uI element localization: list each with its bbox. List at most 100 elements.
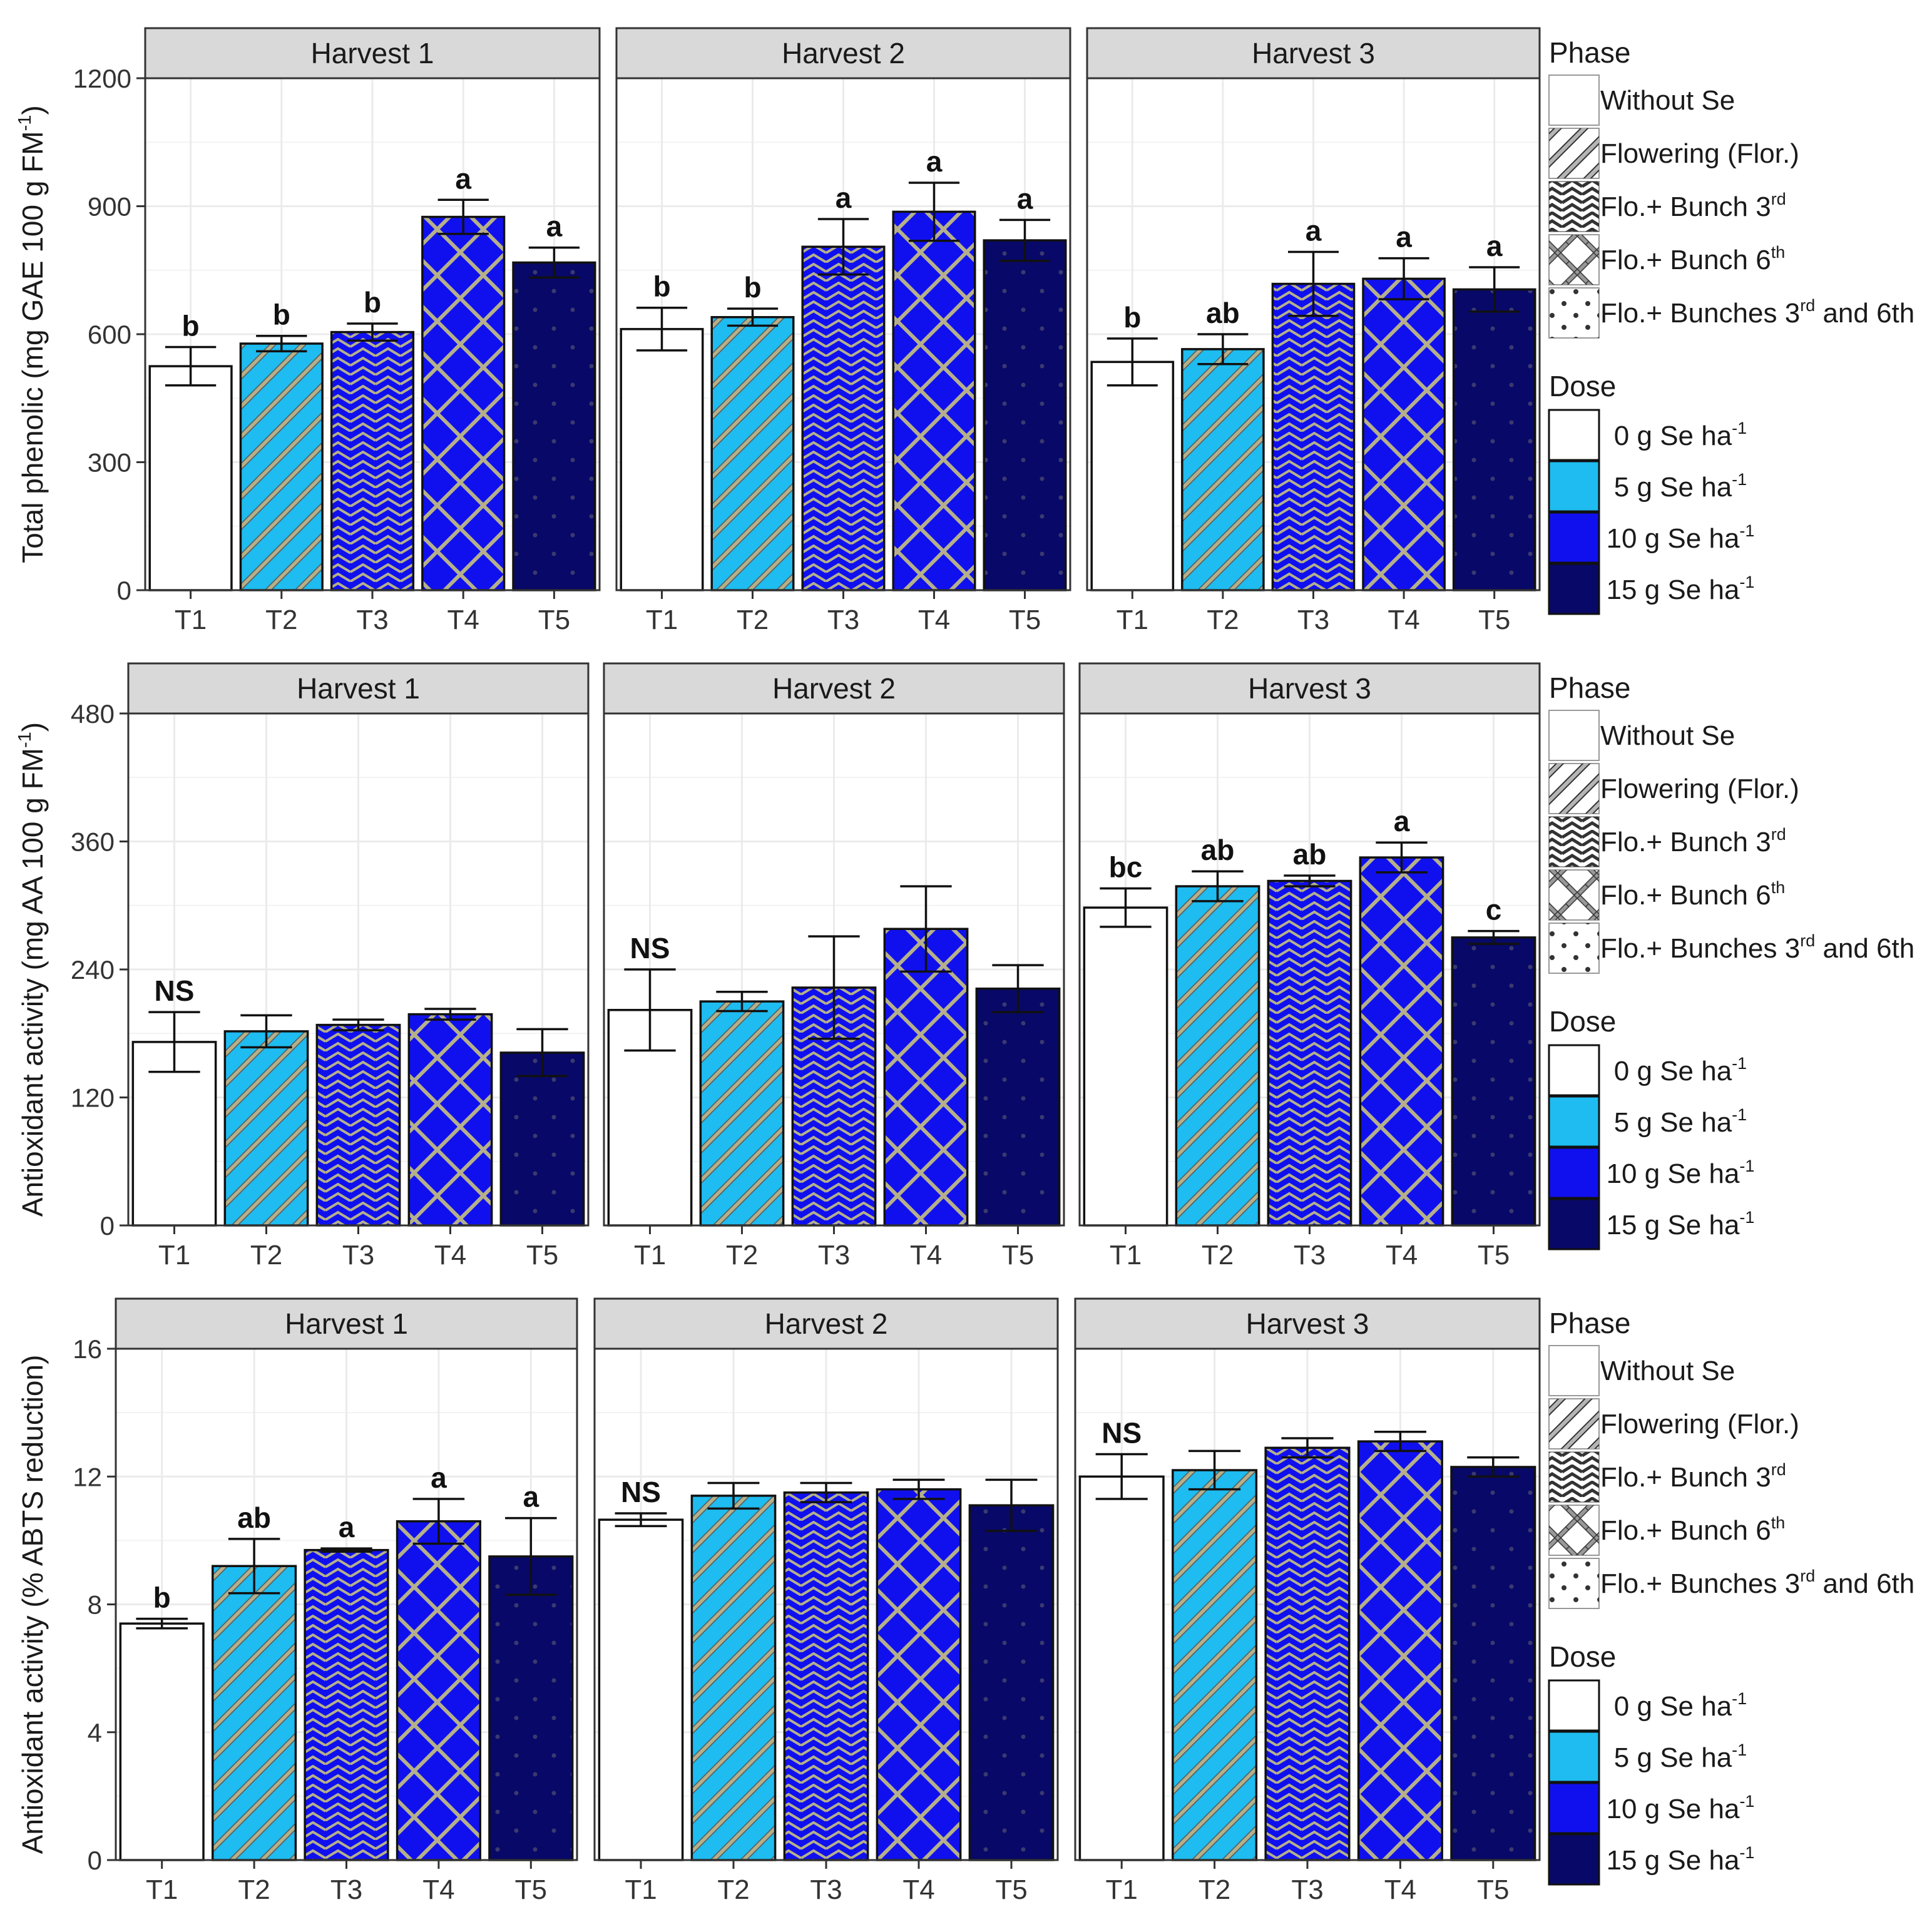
significance-label: b	[273, 299, 290, 331]
blank-swatch-icon	[1548, 74, 1600, 126]
crosshatch-swatch-icon-pattern	[1549, 235, 1599, 285]
x-tick-label: T1	[646, 605, 678, 635]
legend-dose-item-text: 15 g Se ha	[1607, 575, 1740, 605]
x-tick-label: T3	[1291, 1874, 1323, 1905]
bar-pattern	[317, 1025, 400, 1225]
dots-swatch-icon-pattern	[1549, 1558, 1599, 1608]
legend-dose-item-text: 10 g Se ha	[1607, 523, 1740, 554]
x-tick-label: T2	[717, 1874, 749, 1905]
x-tick-label: T1	[1110, 1240, 1142, 1270]
panel-border	[1078, 712, 1541, 1227]
legend-phase-item: Flo.+ Bunch 3rd	[1600, 825, 1786, 857]
legend-phase-item: Flo.+ Bunches 3rd and 6th	[1600, 296, 1914, 329]
significance-label: a	[523, 1481, 539, 1513]
legend-dose-item-superscript: -1	[1732, 1689, 1747, 1708]
legend-dose-item-text: 5 g Se ha	[1614, 472, 1732, 503]
y-axis-label-text: Antioxidant activity (mg AA 100 g FM	[16, 748, 49, 1217]
x-tick-label: T3	[827, 605, 859, 635]
panel-border	[144, 77, 601, 591]
dose-swatch-icon	[1548, 1147, 1600, 1199]
dose-swatch-icon	[1548, 563, 1600, 615]
significance-label: a	[546, 210, 563, 243]
bar-pattern	[331, 332, 414, 590]
x-tick-label: T2	[726, 1240, 758, 1270]
legend-dose-item-superscript: -1	[1732, 419, 1747, 437]
x-tick-label: T2	[1199, 1874, 1230, 1905]
bar-t1	[150, 366, 232, 590]
bar-pattern	[422, 217, 504, 591]
x-tick-label: T1	[1117, 605, 1148, 635]
legend-phase-item-text: Flo.+ Bunch 3	[1600, 1462, 1771, 1493]
legend-dose-item: 0 g Se ha-1	[1614, 1689, 1747, 1722]
legend-2: Phase Without Se Flowering (Flor.) Flo.+ Bu…	[1548, 672, 1914, 1250]
legend-phase-item: Without Se	[1600, 85, 1735, 116]
bar-pattern	[712, 317, 794, 590]
legend-phase-title: Phase	[1549, 672, 1630, 704]
x-tick-label: T2	[1207, 605, 1239, 635]
bar-pattern	[240, 343, 323, 590]
x-tick-label: T1	[146, 1874, 178, 1905]
bar-pattern	[397, 1521, 481, 1860]
legend-phase-item-text: Flo.+ Bunch 6	[1600, 1515, 1771, 1546]
legend-dose-item-text: 5 g Se ha	[1614, 1107, 1732, 1138]
significance-label: b	[364, 286, 381, 319]
bar-t1	[1091, 362, 1173, 590]
significance-label: a	[836, 181, 852, 214]
legend-phase-item: Flo.+ Bunch 3rd	[1600, 1460, 1786, 1493]
legend-dose-item: 15 g Se ha-1	[1607, 1208, 1755, 1240]
x-tick-label: T5	[1478, 605, 1510, 635]
legend-dose-item-text: 0 g Se ha	[1614, 421, 1732, 451]
bar-pattern	[305, 1550, 388, 1860]
dose-swatch-icon	[1548, 1044, 1600, 1097]
significance-label: NS	[621, 1476, 661, 1508]
legend-dose-item-superscript: -1	[1739, 573, 1754, 591]
significance-label: c	[1486, 894, 1502, 926]
legend-dose-item-text: 15 g Se ha	[1607, 1210, 1740, 1240]
legend-phase-item-text: Flo.+ Bunches 3	[1600, 1568, 1800, 1599]
dose-swatch-icon	[1548, 1833, 1600, 1886]
x-tick-label: T4	[447, 605, 479, 635]
x-tick-label: T1	[158, 1240, 190, 1270]
significance-label: ab	[237, 1501, 271, 1534]
legend-phase-item-text: Flo.+ Bunches 3	[1600, 298, 1800, 329]
significance-label: a	[1306, 214, 1322, 247]
legend-dose-item-superscript: -1	[1732, 1105, 1747, 1124]
panel-strip	[593, 1297, 1059, 1350]
x-tick-label: T3	[818, 1240, 850, 1270]
x-tick-label: T4	[1388, 605, 1419, 635]
panel-strip	[1078, 662, 1541, 715]
panel-1-1: Harvest 1 b T1 b T2 b T3 a T4 a T5	[144, 27, 601, 635]
x-tick-label: T1	[634, 1240, 666, 1270]
bar-pattern	[1172, 1470, 1257, 1860]
dose-swatch-icon	[1548, 1731, 1600, 1783]
blank-swatch-icon	[1548, 710, 1600, 761]
significance-label: ab	[1293, 838, 1327, 871]
legend-phase-title: Phase	[1549, 1307, 1630, 1339]
bar-pattern	[984, 240, 1066, 590]
panel-title: Harvest 1	[297, 672, 420, 705]
significance-label: NS	[1101, 1417, 1142, 1449]
zigzag-swatch-icon-pattern	[1549, 181, 1599, 232]
bar-pattern	[1363, 279, 1445, 590]
bar-pattern	[784, 1492, 868, 1860]
legend-phase-item-text: Flowering (Flor.)	[1600, 138, 1799, 169]
legend-phase-item: Without Se	[1600, 1356, 1735, 1386]
panel-border	[1074, 1347, 1541, 1861]
significance-label: a	[1396, 221, 1412, 253]
bar-pattern	[501, 1052, 584, 1225]
y-tick-label: 0	[117, 576, 131, 605]
significance-label: b	[153, 1581, 171, 1613]
legend-dose-item-text: 10 g Se ha	[1607, 1158, 1740, 1189]
bar-pattern	[1265, 1448, 1349, 1860]
bar-t1	[621, 329, 703, 590]
y-tick-label: 1200	[73, 64, 131, 93]
legend-phase-item-suffix: and 6th	[1815, 1568, 1914, 1599]
x-tick-label: T3	[342, 1240, 374, 1270]
x-tick-label: T5	[1009, 605, 1041, 635]
x-tick-label: T4	[422, 1874, 454, 1905]
legend-dose-item-superscript: -1	[1732, 1741, 1747, 1759]
legend-dose-item: 10 g Se ha-1	[1607, 521, 1755, 554]
x-tick-label: T1	[625, 1874, 657, 1905]
legend-dose-item: 0 g Se ha-1	[1614, 1054, 1747, 1086]
y-tick-label: 240	[71, 955, 115, 984]
